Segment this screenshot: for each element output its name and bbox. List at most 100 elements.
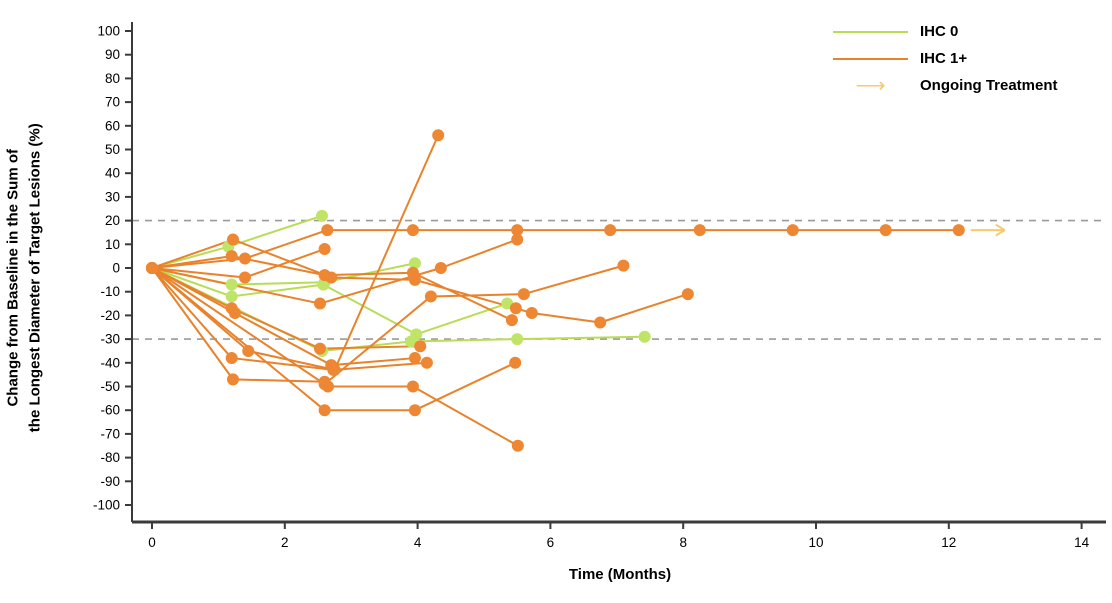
- x-tick-label-10: 10: [808, 535, 823, 550]
- data-point-ihc1-patient-2: [509, 302, 522, 315]
- data-point-ihc1-patient-11: [328, 363, 341, 376]
- x-tick-label-4: 4: [414, 535, 422, 550]
- data-point-ihc1-patient-9: [406, 380, 419, 393]
- data-point-ihc1-patient-12: [617, 259, 630, 272]
- data-point-ihc1-patient-10: [318, 404, 331, 417]
- series-line-ihc1-patient-6: [151, 267, 421, 350]
- y-tick-label-80: 80: [105, 71, 120, 86]
- data-point-ihc1-patient-10: [408, 404, 421, 417]
- series-line-ihc1-patient-1: [151, 229, 959, 269]
- data-point-ihc1-patient-1: [511, 224, 524, 237]
- right-arrow-icon: ⟶: [855, 73, 886, 97]
- y-tick-label-10: 10: [105, 237, 120, 252]
- y-tick-label--40: -40: [100, 355, 120, 370]
- y-tick-label--70: -70: [100, 426, 120, 441]
- y-tick-label-60: 60: [105, 118, 120, 133]
- data-point-ihc1-patient-2: [594, 316, 607, 329]
- data-point-ihc1-patient-2: [227, 233, 240, 246]
- legend-label-ongoing: Ongoing Treatment: [920, 77, 1058, 94]
- data-point-ihc1-patient-5: [434, 262, 447, 274]
- series-line-ihc1-patient-8: [151, 267, 427, 371]
- green-line-icon: [833, 30, 908, 33]
- data-point-ihc1-patient-1: [406, 224, 419, 237]
- legend-label-ihc1: IHC 1+: [920, 50, 968, 67]
- series-line-ihc1-patient-10: [151, 267, 516, 412]
- data-point-ihc1-patient-11: [432, 129, 445, 142]
- data-point-ihc0-patient-1: [315, 209, 328, 222]
- y-tick-label--100: -100: [93, 498, 120, 513]
- data-point-ihc1-patient-12: [318, 378, 331, 391]
- data-point-ihc1-patient-4: [238, 271, 251, 284]
- data-point-ihc1-patient-6: [414, 340, 427, 353]
- y-tick-label--10: -10: [100, 284, 120, 299]
- y-tick-label--30: -30: [100, 332, 120, 347]
- ongoing-arrow-sample: ⟶: [833, 73, 908, 97]
- data-point-ihc0-patient-3: [225, 290, 238, 303]
- data-point-ihc1-patient-5: [511, 233, 524, 246]
- data-point-ihc1-patient-12: [517, 288, 530, 301]
- y-tick-label-70: 70: [105, 95, 120, 110]
- data-point-ihc1-patient-2: [681, 288, 694, 301]
- data-point-ihc1-patient-1: [321, 224, 334, 237]
- ihc1-line-sample: [833, 57, 908, 60]
- x-tick-label-12: 12: [941, 535, 956, 550]
- y-tick-label--80: -80: [100, 450, 120, 465]
- series-line-ihc1-patient-11: [151, 134, 440, 371]
- data-point-ihc1-patient-10: [509, 356, 522, 369]
- data-point-ihc1-patient-1: [879, 224, 892, 237]
- legend-item-ihc1: IHC 1+: [833, 45, 1103, 72]
- y-tick-label--20: -20: [100, 308, 120, 323]
- data-point-ihc1-patient-4: [318, 243, 331, 256]
- y-tick-label-50: 50: [105, 142, 120, 157]
- data-point-ihc1-patient-3: [505, 314, 518, 327]
- y-tick-label--90: -90: [100, 474, 120, 489]
- data-point-ihc0-patient-3: [317, 278, 330, 291]
- data-point-ihc1-patient-9: [227, 373, 240, 386]
- x-tick-label-0: 0: [148, 535, 156, 550]
- data-point-ihc1-patient-11: [242, 344, 255, 357]
- data-point-ihc1-patient-6: [313, 342, 326, 355]
- data-point-ihc1-patient-9: [511, 439, 524, 452]
- data-point-ihc1-patient-3: [318, 269, 331, 282]
- data-point-ihc1-patient-12: [146, 262, 158, 274]
- legend-label-ihc0: IHC 0: [920, 23, 959, 40]
- y-axis-title-line1: Change from Baseline in the Sum of: [4, 148, 22, 407]
- y-tick-label-40: 40: [105, 166, 120, 181]
- data-point-ihc1-patient-2: [525, 307, 538, 320]
- series-line-ihc1-patient-7: [151, 267, 416, 367]
- legend: IHC 0 IHC 1+ ⟶ Ongoing Treatment: [833, 18, 1103, 99]
- data-point-ihc1-patient-7: [408, 352, 421, 365]
- x-tick-label-8: 8: [679, 535, 687, 550]
- data-point-ihc0-patient-2: [408, 257, 421, 270]
- data-point-ihc1-patient-5: [313, 297, 326, 310]
- x-axis-title: Time (Months): [568, 566, 672, 583]
- y-axis-title-line2: the Longest Diameter of Target Lesions (…: [26, 123, 43, 433]
- orange-line-icon: [833, 57, 908, 60]
- y-tick-label-30: 30: [105, 189, 120, 204]
- data-point-ihc1-patient-1: [604, 224, 617, 237]
- legend-item-ongoing: ⟶ Ongoing Treatment: [833, 72, 1103, 99]
- legend-item-ihc0: IHC 0: [833, 18, 1103, 45]
- ihc0-line-sample: [833, 30, 908, 33]
- x-tick-label-6: 6: [547, 535, 555, 550]
- data-point-ihc1-patient-3: [406, 266, 419, 279]
- x-tick-label-2: 2: [281, 535, 289, 550]
- y-tick-label-20: 20: [105, 213, 120, 228]
- y-axis-title: Change from Baseline in the Sum of the L…: [2, 38, 46, 518]
- data-point-ihc1-patient-1: [786, 224, 799, 237]
- data-point-ihc1-patient-3: [225, 250, 238, 263]
- y-tick-label-0: 0: [112, 261, 120, 276]
- data-point-ihc0-patient-2: [225, 278, 238, 291]
- data-point-ihc1-patient-8: [225, 352, 238, 365]
- data-point-ihc0-patient-4: [638, 330, 651, 343]
- x-tick-label-14: 14: [1074, 535, 1090, 550]
- data-point-ihc1-patient-1: [238, 252, 251, 265]
- data-point-ihc1-patient-8: [420, 356, 433, 369]
- data-point-ihc1-patient-7: [229, 307, 241, 320]
- series-line-ihc1-patient-2: [151, 238, 689, 324]
- ongoing-arrow-head: [995, 223, 1006, 237]
- y-tick-label-90: 90: [105, 47, 120, 62]
- data-point-ihc1-patient-12: [424, 290, 437, 303]
